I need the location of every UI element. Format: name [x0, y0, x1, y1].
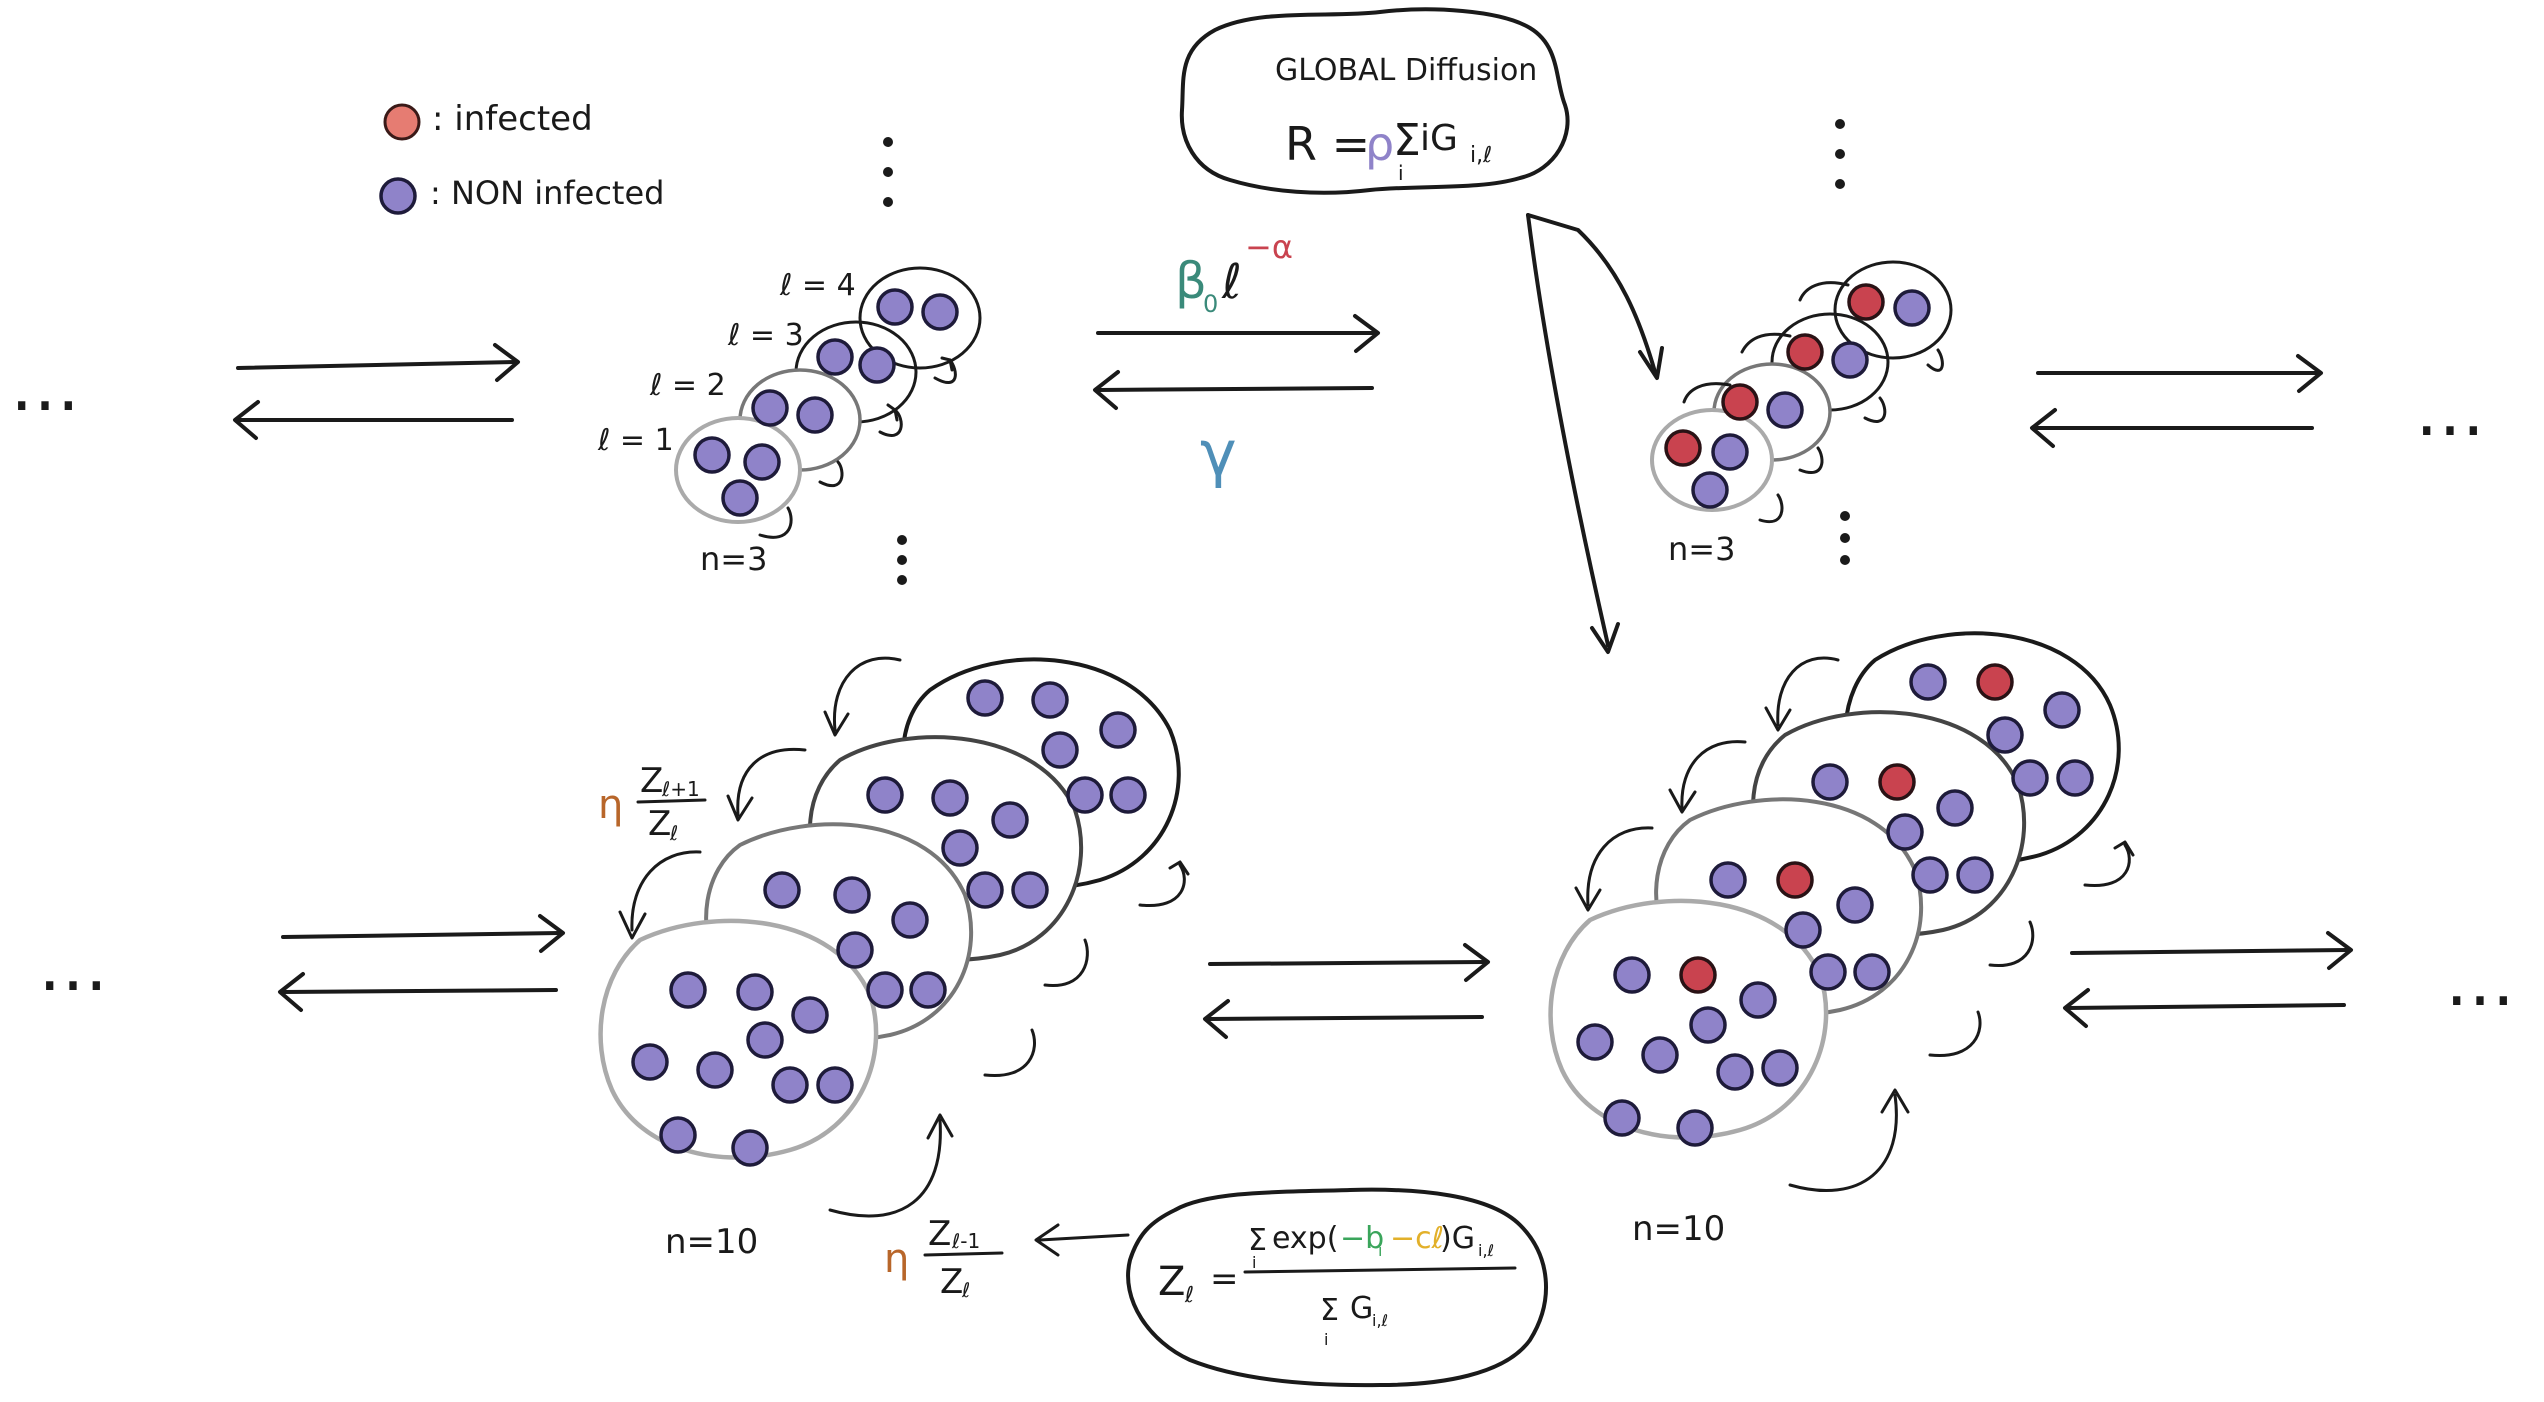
ellipsis-marks: … … … …	[10, 119, 2515, 1022]
up-rate-den-sub: ℓ	[669, 821, 678, 845]
recovery-rate: γ	[1200, 417, 1237, 490]
level-label-3: ℓ = 3	[727, 318, 804, 353]
legend-infected-label: : infected	[432, 99, 593, 139]
z-num-c: −cℓ	[1390, 1221, 1444, 1256]
global-diffusion-sum: Σ	[1393, 115, 1421, 166]
z-den-g-sub: i,ℓ	[1372, 1311, 1388, 1330]
global-diffusion-rho: ρ	[1365, 117, 1394, 171]
infection-rate: β 0 ℓ −α	[1175, 228, 1293, 318]
beta-sub: 0	[1203, 290, 1218, 318]
large-cluster-left-size: n=10	[665, 1222, 758, 1262]
small-cluster-left: ℓ = 4 ℓ = 3 ℓ = 2 ℓ = 1 n=3	[597, 266, 982, 578]
large-left-nodes	[631, 679, 1147, 1167]
z-num-exp: exp(	[1272, 1221, 1338, 1256]
z-num-close: )G	[1440, 1221, 1475, 1256]
z-eq: =	[1210, 1259, 1239, 1299]
down-rate-num-sub: ℓ-1	[951, 1229, 980, 1253]
z-den-sum-sub: i	[1324, 1330, 1328, 1349]
z-lhs-sub: ℓ	[1184, 1283, 1194, 1308]
diffusion-arrows	[1526, 213, 1664, 654]
legend-infected-swatch	[383, 103, 421, 141]
large-right-nodes	[1576, 663, 2094, 1147]
z-num-sum-sub: i	[1252, 1253, 1256, 1272]
z-den-g: G	[1350, 1291, 1373, 1326]
down-rate-num: Z	[928, 1214, 951, 1254]
large-left-level-1	[598, 918, 879, 1160]
ellipsis-left-bottom: …	[38, 925, 108, 1007]
legend: : infected : NON infected	[379, 99, 664, 215]
up-rate-num-sub: ℓ+1	[661, 777, 700, 801]
z-cloud-outline	[1126, 1187, 1548, 1388]
z-num-g-sub: i,ℓ	[1478, 1241, 1494, 1260]
down-rate-den: Z	[940, 1262, 963, 1302]
up-rate-eta: η	[598, 782, 623, 828]
up-rate-label: η Z ℓ+1 Z ℓ	[598, 761, 707, 845]
global-diffusion-rest: iG	[1420, 118, 1458, 159]
z-num-sum: Σ	[1248, 1223, 1267, 1258]
alpha-exponent: −α	[1245, 228, 1293, 266]
small-cluster-right: n=3	[1650, 260, 1953, 568]
legend-non-infected-swatch	[379, 177, 417, 215]
small-cluster-right-size: n=3	[1668, 530, 1735, 568]
legend-non-infected-label: : NON infected	[430, 174, 664, 212]
diffusion-arrow-large	[1526, 213, 1610, 647]
diffusion-arrow-small	[1526, 213, 1657, 374]
global-diffusion-lhs: R =	[1285, 117, 1370, 171]
small-cluster-left-size: n=3	[700, 540, 767, 578]
z-to-rate-arrow	[1038, 1233, 1130, 1242]
arrow-pairs	[233, 314, 2353, 1039]
z-den-sum: Σ	[1320, 1293, 1339, 1328]
large-cluster-left: n=10	[598, 656, 1190, 1262]
global-diffusion-sum-sub: i	[1398, 161, 1404, 185]
down-rate-label: η Z ℓ-1 Z ℓ	[884, 1214, 1004, 1302]
z-fraction-bar	[1243, 1266, 1517, 1274]
level-label-1: ℓ = 1	[597, 423, 674, 458]
global-diffusion-cloud: GLOBAL Diffusion R = ρ Σ i iG i,ℓ	[1179, 7, 1570, 195]
diffusion-arrowhead-large	[1590, 622, 1620, 654]
global-diffusion-idx: i,ℓ	[1470, 143, 1492, 168]
ellipsis-left-top: …	[10, 345, 80, 427]
large-cluster-right: n=10	[1548, 631, 2135, 1249]
ell-symbol: ℓ	[1221, 254, 1242, 310]
z-formula-cloud: Z ℓ = Σ i exp( −b i −cℓ )G i,ℓ Σ i G i,ℓ	[1126, 1187, 1548, 1388]
z-num-b-sub: i	[1378, 1241, 1382, 1260]
down-rate-den-sub: ℓ	[961, 1278, 970, 1302]
beta-symbol: β	[1175, 252, 1207, 310]
down-rate-eta: η	[884, 1236, 909, 1282]
z-num-b: −b	[1340, 1221, 1384, 1256]
large-right-level-1	[1548, 898, 1829, 1140]
ellipsis-right-top: …	[2415, 370, 2485, 452]
gamma-symbol: γ	[1200, 417, 1237, 490]
up-rate-den: Z	[648, 804, 671, 844]
large-cluster-right-size: n=10	[1632, 1209, 1725, 1249]
up-rate-num: Z	[640, 761, 663, 801]
diffusion-arrowhead-small	[1638, 346, 1664, 380]
global-diffusion-title: GLOBAL Diffusion	[1275, 53, 1537, 88]
z-lhs: Z	[1158, 1259, 1185, 1305]
level-4-circle	[858, 266, 982, 370]
ellipsis-right-bottom: …	[2445, 940, 2515, 1022]
level-label-4: ℓ = 4	[779, 268, 856, 303]
level-label-2: ℓ = 2	[649, 368, 726, 403]
cloud-outline	[1179, 7, 1570, 195]
